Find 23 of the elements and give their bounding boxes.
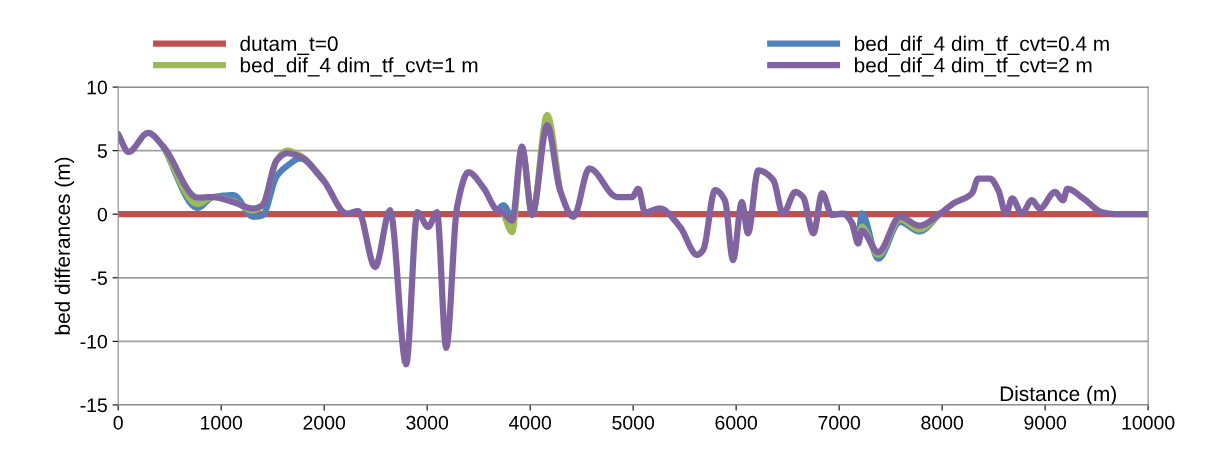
x-tick-label: 3000 [406, 415, 449, 430]
x-tick-label: 7000 [818, 415, 860, 430]
y-tick-label: -10 [80, 334, 108, 349]
y-tick-label: 0 [97, 207, 108, 222]
y-tick-label: -5 [91, 271, 107, 286]
x-tick-label: 10000 [1122, 415, 1175, 430]
legend-label: bed_dif_4 dim_tf_cvt=0.4 m [854, 35, 1109, 55]
legend-label: bed_dif_4 dim_tf_cvt=1 m [240, 57, 478, 77]
legend-label: bed_dif_4 dim_tf_cvt=2 m [854, 57, 1092, 77]
x-axis-title: Distance (m) [1000, 385, 1116, 406]
y-tick-label: -15 [80, 398, 107, 413]
x-tick-label: 2000 [303, 415, 346, 430]
x-tick-label: 4000 [508, 415, 552, 430]
y-tick-label: 10 [87, 80, 108, 95]
x-tick-label: 8000 [921, 415, 963, 430]
x-tick-label: 1000 [201, 415, 243, 430]
x-tick-label: 9000 [1024, 415, 1066, 430]
y-axis-title: bed differances (m) [54, 157, 75, 335]
x-tick-label: 0 [113, 415, 123, 430]
x-tick-label: 5000 [612, 415, 655, 430]
y-tick-label: 5 [97, 144, 107, 158]
x-tick-label: 6000 [715, 415, 758, 430]
legend-label: dutam_t=0 [240, 35, 338, 55]
